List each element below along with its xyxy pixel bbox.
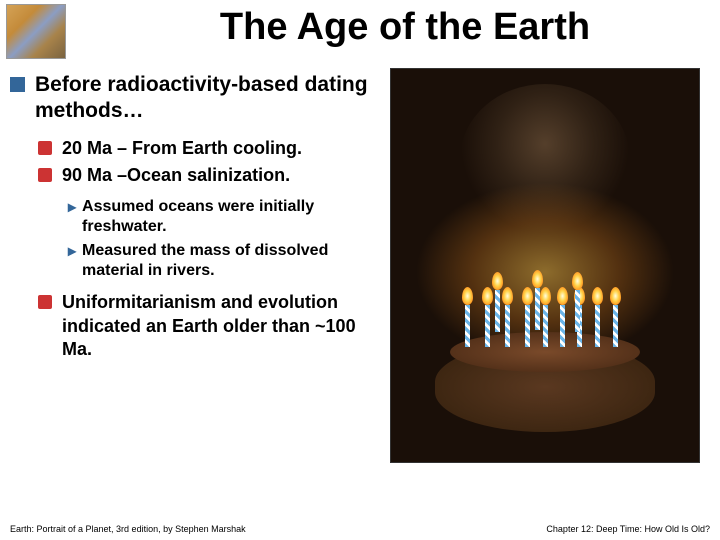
candle — [595, 305, 600, 347]
candle — [575, 290, 580, 332]
round-bullet-icon — [38, 295, 52, 309]
content-area: Before radioactivity-based dating method… — [10, 72, 370, 371]
birthday-cake — [435, 312, 655, 432]
flame-icon — [482, 287, 493, 305]
flame-icon — [522, 287, 533, 305]
footer-left: Earth: Portrait of a Planet, 3rd edition… — [10, 524, 246, 534]
flame-icon — [572, 272, 583, 290]
flame-icon — [592, 287, 603, 305]
round-bullet-icon — [38, 168, 52, 182]
flame-icon — [540, 287, 551, 305]
bullet-text: 90 Ma –Ocean salinization. — [62, 164, 290, 187]
candle — [495, 290, 500, 332]
arrow-bullet-icon: ▸ — [68, 197, 76, 217]
level3-group: ▸ Assumed oceans were initially freshwat… — [68, 197, 370, 281]
bullet-text: Before radioactivity-based dating method… — [35, 72, 370, 125]
bullet-level1: Before radioactivity-based dating method… — [10, 72, 370, 125]
candle — [535, 288, 540, 330]
level2-group: 20 Ma – From Earth cooling. 90 Ma –Ocean… — [38, 137, 370, 188]
flame-icon — [532, 270, 543, 288]
candle — [560, 305, 565, 347]
flame-icon — [610, 287, 621, 305]
slide-title: The Age of the Earth — [100, 6, 710, 49]
flame-icon — [492, 272, 503, 290]
candle — [525, 305, 530, 347]
level2-group: Uniformitarianism and evolution indicate… — [38, 291, 370, 361]
round-bullet-icon — [38, 141, 52, 155]
candle — [485, 305, 490, 347]
footer-right: Chapter 12: Deep Time: How Old Is Old? — [546, 524, 710, 534]
bullet-text: Measured the mass of dissolved material … — [82, 241, 370, 281]
flame-icon — [502, 287, 513, 305]
bullet-text: Assumed oceans were initially freshwater… — [82, 197, 370, 237]
flame-icon — [557, 287, 568, 305]
bullet-level2: 20 Ma – From Earth cooling. — [38, 137, 370, 160]
bullet-level3: ▸ Assumed oceans were initially freshwat… — [68, 197, 370, 237]
flame-icon — [462, 287, 473, 305]
candle — [543, 305, 548, 347]
bullet-level2: 90 Ma –Ocean salinization. — [38, 164, 370, 187]
square-bullet-icon — [10, 77, 25, 92]
corner-strata-image — [6, 4, 66, 59]
candle — [505, 305, 510, 347]
slide: The Age of the Earth Before radioactivit… — [0, 0, 720, 540]
bullet-level2: Uniformitarianism and evolution indicate… — [38, 291, 370, 361]
candle — [465, 305, 470, 347]
candle — [613, 305, 618, 347]
bullet-text: Uniformitarianism and evolution indicate… — [62, 291, 370, 361]
side-photo-cake-dinosaur — [390, 68, 700, 463]
bullet-level3: ▸ Measured the mass of dissolved materia… — [68, 241, 370, 281]
arrow-bullet-icon: ▸ — [68, 241, 76, 261]
bullet-text: 20 Ma – From Earth cooling. — [62, 137, 302, 160]
